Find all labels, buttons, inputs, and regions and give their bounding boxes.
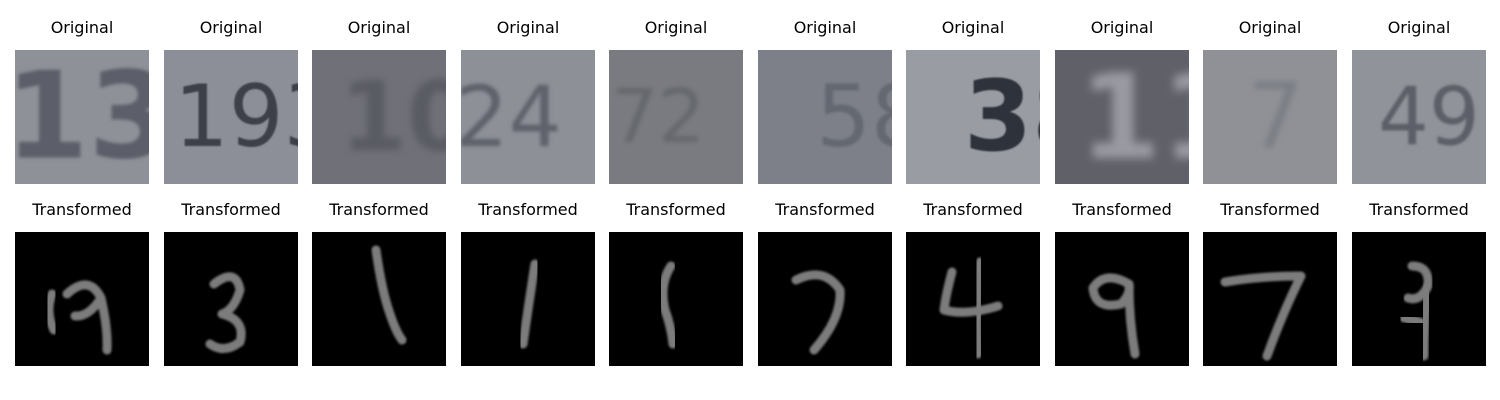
transformed-digit-image	[906, 232, 1040, 366]
handwritten-digit-stroke	[205, 272, 246, 353]
handwritten-digit-stroke	[1399, 313, 1425, 327]
house-number-digits: 58	[816, 67, 892, 167]
house-number-digits: 13	[15, 50, 149, 184]
original-digit-image: 10	[312, 50, 446, 184]
house-number-digits: 49	[1378, 71, 1480, 164]
original-digit-image: 11	[1055, 50, 1189, 184]
panel-title: Transformed	[1220, 200, 1320, 219]
original-digit-image: 49	[1352, 50, 1486, 184]
handwritten-digit-stroke	[972, 257, 985, 359]
panel-title: Original	[1238, 18, 1302, 37]
handwritten-digit-stroke	[791, 270, 845, 355]
panel-title: Transformed	[1072, 200, 1172, 219]
panel-title: Original	[496, 18, 560, 37]
panel-title: Transformed	[478, 200, 578, 219]
panel-title: Transformed	[923, 200, 1023, 219]
house-number-digits: 7	[1247, 65, 1304, 170]
panel-title: Original	[1387, 18, 1451, 37]
original-digit-image: 193	[164, 50, 298, 184]
original-digit-image: 58	[758, 50, 892, 184]
panel-title: Original	[793, 18, 857, 37]
transformed-digit-image	[609, 232, 743, 366]
original-digit-image: 13	[15, 50, 149, 184]
house-number-digits: 72	[611, 74, 705, 160]
transformed-digit-image	[164, 232, 298, 366]
transformed-digit-image	[1203, 232, 1337, 366]
panel-title: Transformed	[181, 200, 281, 219]
panel-title: Transformed	[32, 200, 132, 219]
house-number-digits: 193	[174, 67, 298, 167]
panel-title: Transformed	[626, 200, 726, 219]
panel-title: Transformed	[329, 200, 429, 219]
house-number-digits: 38	[964, 60, 1040, 174]
original-digit-image: 38	[906, 50, 1040, 184]
original-digit-image: 72	[609, 50, 743, 184]
transformed-digit-image	[461, 232, 595, 366]
panel-title: Original	[644, 18, 708, 37]
handwritten-digit-stroke	[518, 259, 540, 349]
transformed-digit-image	[758, 232, 892, 366]
house-number-digits: 11	[1079, 50, 1189, 184]
panel-title: Original	[50, 18, 114, 37]
panel-title: Original	[1090, 18, 1154, 37]
house-number-digits: 10	[340, 61, 446, 173]
handwritten-digit-stroke	[658, 261, 678, 349]
transformed-digit-image	[1352, 232, 1486, 366]
original-digit-image: 24	[461, 50, 595, 184]
house-number-digits: 24	[461, 68, 562, 166]
handwritten-digit-stroke	[1220, 271, 1306, 361]
handwritten-digit-stroke	[1088, 273, 1140, 359]
transformed-digit-image	[1055, 232, 1189, 366]
panel-title: Original	[347, 18, 411, 37]
handwritten-digit-stroke	[371, 245, 407, 345]
panel-title: Transformed	[775, 200, 875, 219]
handwritten-digit-stroke	[1419, 281, 1433, 361]
handwritten-digit-stroke	[44, 289, 59, 335]
original-digit-image: 7	[1203, 50, 1337, 184]
panel-title: Transformed	[1369, 200, 1469, 219]
panel-title: Original	[941, 18, 1005, 37]
transformed-digit-image	[312, 232, 446, 366]
panel-title: Original	[199, 18, 263, 37]
handwritten-digit-stroke	[62, 280, 112, 355]
transformed-digit-image	[15, 232, 149, 366]
